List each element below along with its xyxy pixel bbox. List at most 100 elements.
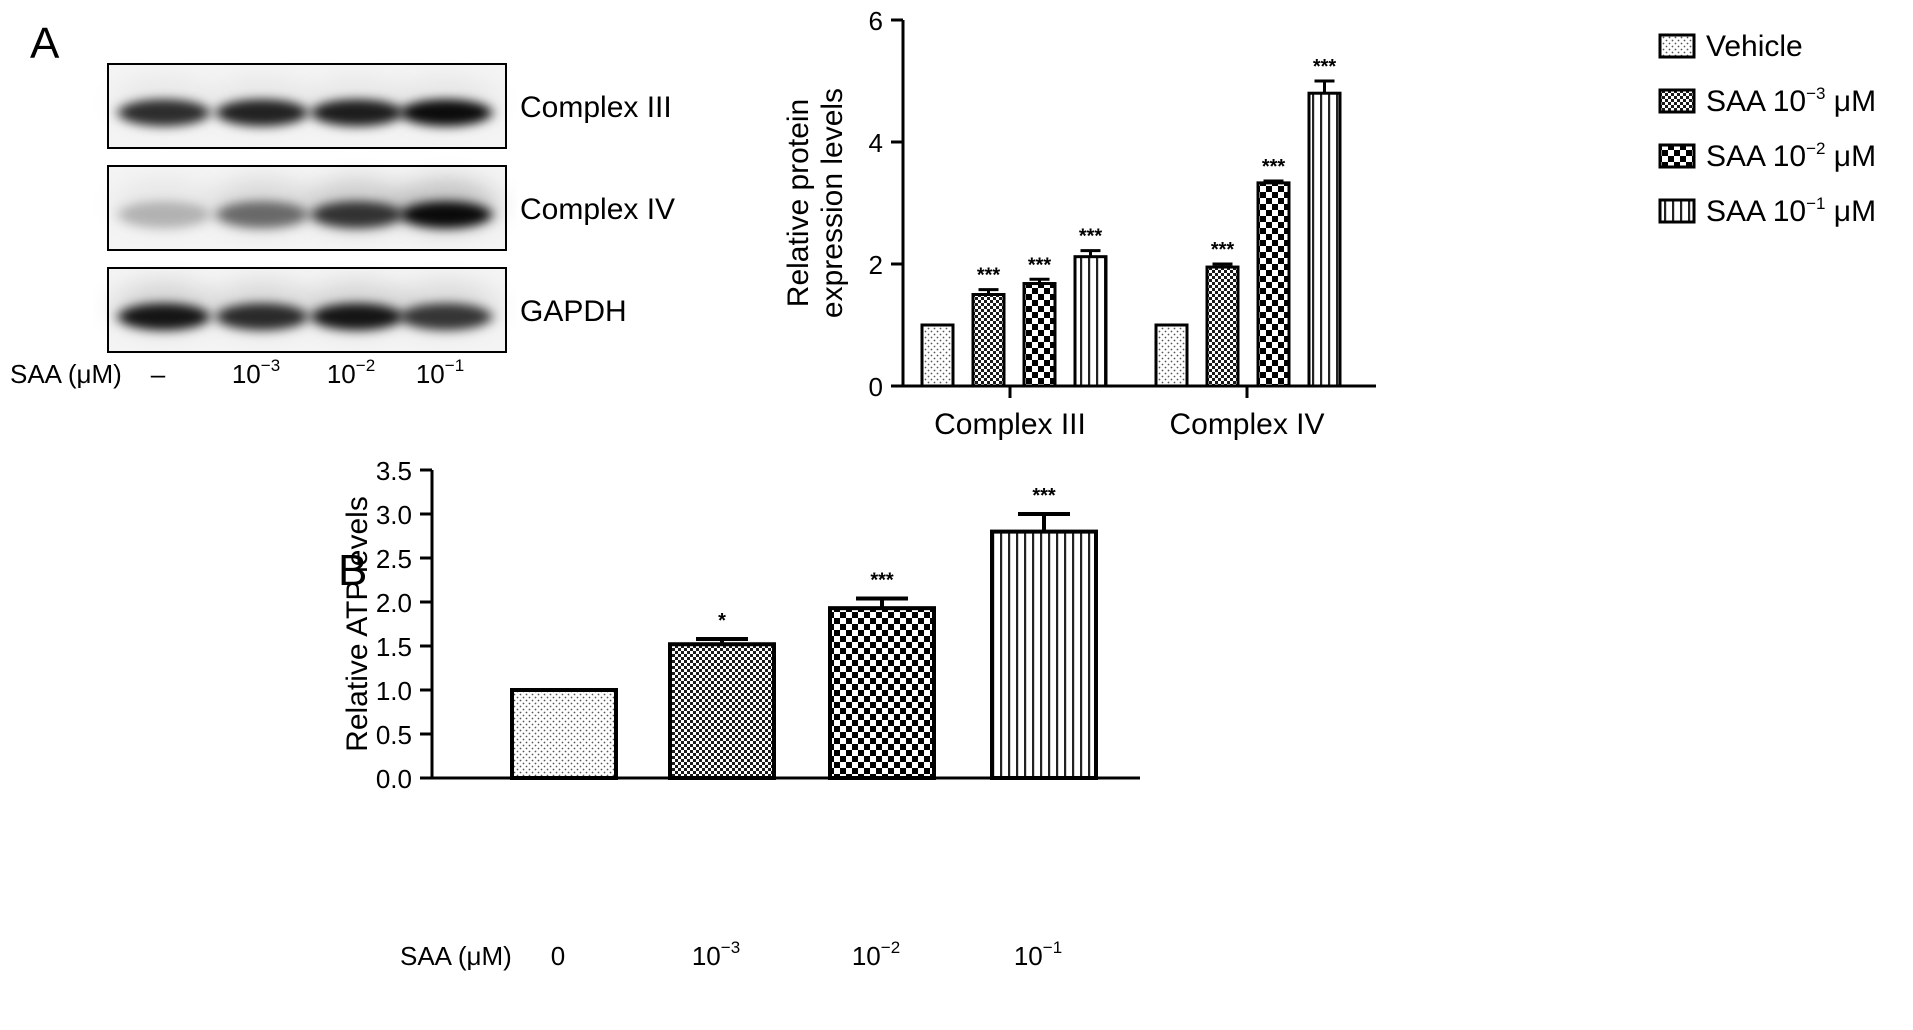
legend-label-unit: μM xyxy=(1825,195,1876,228)
y-tick-label: 2 xyxy=(869,250,883,280)
significance-stars: *** xyxy=(870,569,894,591)
blot-lane-label: – xyxy=(151,359,166,389)
blot-row-label: Complex III xyxy=(520,91,672,124)
legend-label-base: Vehicle xyxy=(1706,30,1803,63)
blot-band xyxy=(118,99,210,127)
legend-swatch xyxy=(1658,88,1696,114)
blot-band xyxy=(216,303,308,331)
y-tick-label: 3.5 xyxy=(376,456,412,486)
bar xyxy=(971,293,1006,388)
x-tick-label-base: 10 xyxy=(1014,941,1043,971)
legend-swatch xyxy=(1658,143,1696,169)
x-tick-label-base: 0 xyxy=(551,941,565,971)
bar xyxy=(1205,265,1240,388)
legend-label: SAA 10−1 μM xyxy=(1706,194,1876,228)
bar xyxy=(990,529,1098,780)
blot-band xyxy=(311,201,403,229)
blot-band xyxy=(400,99,492,127)
bar xyxy=(1307,91,1342,388)
legend-label: SAA 10−2 μM xyxy=(1706,139,1876,173)
panel-letter-b: B xyxy=(338,546,367,595)
y-tick-label: 6 xyxy=(869,6,883,36)
y-axis-title: Relative ATP levels xyxy=(341,496,374,752)
bar xyxy=(1154,323,1189,388)
blot-lane-label-base: 10 xyxy=(327,359,356,389)
legend-swatch xyxy=(1658,33,1696,59)
y-axis-title-line: expression levels xyxy=(816,88,849,318)
bar xyxy=(668,642,776,780)
blot-row-label: GAPDH xyxy=(520,295,627,328)
blot-lane-label: 10−1 xyxy=(416,356,464,389)
blot-lane-label-exp: −1 xyxy=(445,356,464,375)
blot-lane-label-exp: −3 xyxy=(261,356,280,375)
x-tick-label-exp: −3 xyxy=(721,938,740,957)
blot-band xyxy=(400,201,492,229)
legend-label-exp: −3 xyxy=(1806,84,1825,103)
legend-label-base: SAA 10 xyxy=(1706,140,1806,173)
x-tick-label-exp: −2 xyxy=(881,938,900,957)
blot-band xyxy=(216,201,308,229)
blot-lane-caption: SAA (μM) xyxy=(10,359,122,389)
x-tick-label: 0 xyxy=(551,941,565,971)
legend-label-exp: −2 xyxy=(1806,139,1825,158)
legend-label: Vehicle xyxy=(1706,30,1803,63)
bar xyxy=(1256,181,1291,388)
significance-stars: *** xyxy=(1262,156,1286,178)
y-tick-label: 3.0 xyxy=(376,500,412,530)
y-tick-label: 0.5 xyxy=(376,720,412,750)
x-tick-label: Complex III xyxy=(934,408,1086,441)
blot-lane-label: 10−3 xyxy=(232,356,280,389)
legend-label-exp: −1 xyxy=(1806,194,1825,213)
y-tick-label: 2.0 xyxy=(376,588,412,618)
bar xyxy=(1073,255,1108,388)
blot-lane-label-base: 10 xyxy=(232,359,261,389)
significance-stars: *** xyxy=(1028,254,1052,276)
x-tick-label: Complex IV xyxy=(1169,408,1324,441)
blot-band xyxy=(216,99,308,127)
legend-label: SAA 10−3 μM xyxy=(1706,84,1876,118)
significance-stars: *** xyxy=(1079,226,1103,248)
y-axis-title-line: Relative protein xyxy=(782,99,815,307)
y-axis-title: Relative proteinexpression levels xyxy=(782,88,849,318)
significance-stars: *** xyxy=(1032,485,1056,507)
x-tick-label-base: 10 xyxy=(852,941,881,971)
bar xyxy=(920,323,955,388)
panel-letter-a: A xyxy=(30,19,60,68)
legend-label-base: SAA 10 xyxy=(1706,195,1806,228)
blot-band xyxy=(400,303,492,331)
bar xyxy=(1022,282,1057,388)
blot-lane-label: 10−2 xyxy=(327,356,375,389)
x-tick-label: 10−2 xyxy=(852,938,900,971)
x-tick-label-base: 10 xyxy=(692,941,721,971)
y-tick-label: 0 xyxy=(869,372,883,402)
x-tick-label: 10−3 xyxy=(692,938,740,971)
blot-band xyxy=(311,303,403,331)
chart-a: 0 2 4 6 Relative proteinexpression levels Com… xyxy=(782,6,1876,441)
blot-lane-label-base: 10 xyxy=(416,359,445,389)
significance-stars: *** xyxy=(977,265,1001,287)
legend-swatch xyxy=(1658,198,1696,224)
y-tick-label: 0.0 xyxy=(376,764,412,794)
y-tick-label: 1.5 xyxy=(376,632,412,662)
significance-stars: * xyxy=(718,610,726,632)
y-tick-label: 2.5 xyxy=(376,544,412,574)
legend-label-unit: μM xyxy=(1825,85,1876,118)
legend-label-unit: μM xyxy=(1825,140,1876,173)
blot-lane-label-base: – xyxy=(151,359,166,389)
x-tick-label-exp: −1 xyxy=(1043,938,1062,957)
legend-label-base: SAA 10 xyxy=(1706,85,1806,118)
x-tick-label: 10−1 xyxy=(1014,938,1062,971)
blot-row-label: Complex IV xyxy=(520,193,675,226)
blot-band xyxy=(311,99,403,127)
significance-stars: *** xyxy=(1313,56,1337,78)
blot-band xyxy=(118,201,210,229)
x-axis-caption: SAA (μM) xyxy=(400,941,512,971)
y-tick-label: 1.0 xyxy=(376,676,412,706)
y-tick-label: 4 xyxy=(869,128,883,158)
blot-band xyxy=(118,303,210,331)
bar xyxy=(828,606,936,780)
blot-lane-label-exp: −2 xyxy=(356,356,375,375)
